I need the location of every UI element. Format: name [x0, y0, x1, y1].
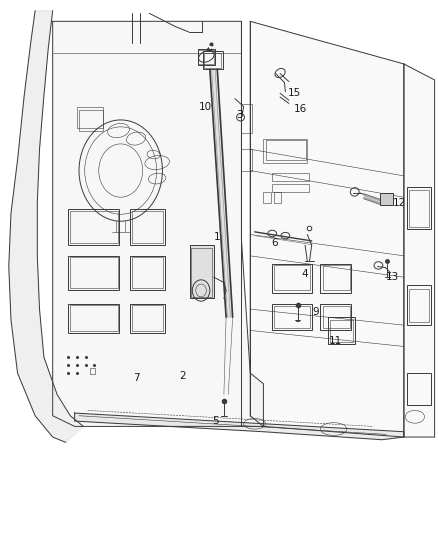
Bar — [202, 51, 222, 69]
Bar — [406, 373, 430, 405]
Polygon shape — [209, 69, 232, 317]
Polygon shape — [53, 21, 263, 426]
Bar — [131, 305, 163, 331]
Bar — [320, 264, 350, 293]
Text: 4: 4 — [301, 270, 308, 279]
Bar — [77, 107, 103, 128]
Bar — [272, 173, 309, 181]
Bar — [131, 257, 163, 288]
Text: 3: 3 — [235, 110, 242, 119]
Bar — [129, 209, 164, 245]
Bar — [322, 265, 349, 290]
Bar — [408, 190, 428, 227]
Bar — [379, 193, 392, 205]
Polygon shape — [364, 195, 379, 204]
Polygon shape — [403, 64, 434, 437]
Bar — [90, 368, 95, 374]
Bar — [272, 184, 309, 192]
Text: 10: 10 — [198, 102, 212, 111]
Bar — [406, 187, 430, 229]
Bar — [189, 245, 213, 298]
Bar — [272, 264, 311, 293]
Text: 9: 9 — [312, 307, 319, 317]
Bar — [131, 211, 163, 243]
Bar — [204, 53, 220, 68]
Bar — [70, 305, 117, 331]
Bar — [328, 317, 354, 344]
Bar — [322, 306, 349, 328]
Bar — [274, 265, 310, 290]
Bar — [68, 256, 118, 290]
Bar — [265, 140, 305, 160]
Bar — [129, 304, 164, 333]
Bar — [272, 304, 311, 330]
Polygon shape — [74, 413, 403, 440]
Bar — [408, 289, 428, 322]
Text: 12: 12 — [392, 198, 405, 207]
Text: 2: 2 — [178, 371, 185, 381]
Bar — [263, 192, 271, 203]
Bar — [198, 50, 214, 64]
Bar — [68, 209, 118, 245]
Bar — [68, 304, 118, 333]
Bar — [241, 149, 252, 171]
Bar — [129, 256, 164, 290]
Text: 5: 5 — [211, 416, 218, 426]
Bar — [406, 285, 430, 325]
Text: 1: 1 — [213, 232, 220, 242]
Text: 13: 13 — [385, 272, 399, 282]
Bar — [191, 248, 212, 297]
Bar — [79, 110, 103, 131]
Text: 16: 16 — [293, 104, 307, 114]
Bar — [70, 211, 117, 243]
Polygon shape — [250, 21, 403, 437]
Bar — [70, 257, 117, 288]
Polygon shape — [9, 11, 83, 442]
Bar — [320, 304, 350, 330]
Bar — [274, 192, 280, 203]
Text: 15: 15 — [287, 88, 300, 98]
Bar — [197, 49, 215, 65]
Bar — [263, 139, 307, 163]
Text: 7: 7 — [132, 374, 139, 383]
Bar — [274, 306, 310, 328]
Text: 11: 11 — [328, 336, 342, 346]
Text: 6: 6 — [270, 238, 277, 247]
Bar — [241, 104, 252, 133]
Bar — [329, 320, 352, 342]
